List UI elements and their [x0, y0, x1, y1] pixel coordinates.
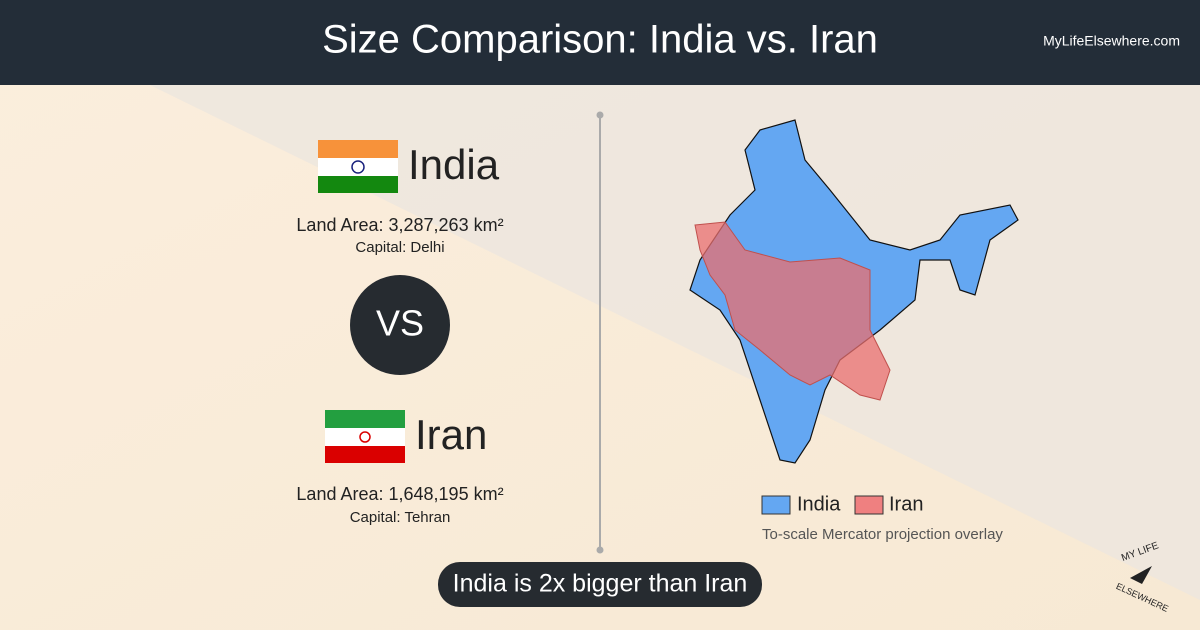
vs-badge [350, 275, 450, 375]
legend-swatch [761, 495, 791, 515]
vs-text: VS [376, 303, 424, 344]
land-area: Land Area: 1,648,195 km² [296, 484, 503, 504]
capital: Capital: Tehran [350, 509, 451, 526]
legend-note: To-scale Mercator projection overlay [762, 526, 1003, 543]
country-name: India [408, 141, 500, 188]
summary-text: India is 2x bigger than Iran [453, 570, 748, 598]
page-title: Size Comparison: India vs. Iran [322, 18, 878, 62]
iran-map [694, 221, 891, 401]
divider-end [596, 546, 604, 554]
iran-flag [325, 410, 405, 463]
header-bar [0, 0, 1200, 85]
land-area: Land Area: 3,287,263 km² [296, 215, 503, 235]
site-name: MyLifeElsewhere.com [1043, 33, 1180, 49]
legend-label: Iran [889, 493, 923, 515]
legend-label: India [797, 493, 841, 515]
divider-end [596, 111, 604, 119]
summary-pill [438, 562, 762, 607]
legend-swatch [854, 495, 884, 515]
india-flag [318, 140, 398, 193]
country-name: Iran [415, 411, 487, 458]
background-band [150, 85, 1200, 600]
capital: Capital: Delhi [355, 239, 444, 256]
